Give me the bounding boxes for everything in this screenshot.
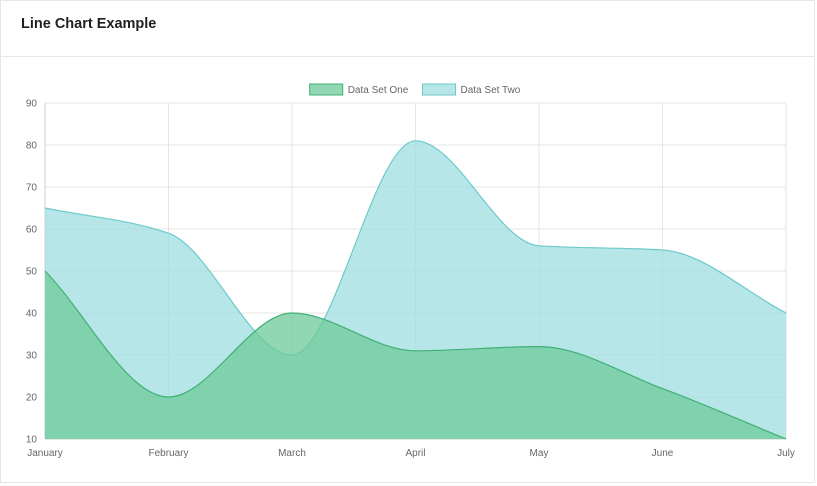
x-tick-label-2: March	[278, 448, 306, 459]
series-0-point-1[interactable]	[166, 395, 171, 400]
series-0-point-5[interactable]	[660, 386, 665, 391]
x-axis: January February March April May June July	[27, 448, 795, 459]
y-tick-label-3: 40	[26, 309, 38, 320]
y-tick-label-8: 90	[26, 99, 38, 110]
legend-swatch-0	[309, 83, 344, 96]
y-tick-label-6: 70	[26, 183, 38, 194]
x-tick-label-6: July	[777, 448, 795, 459]
legend-item-0[interactable]: Data Set One	[309, 83, 409, 96]
series-area-0	[45, 271, 786, 439]
y-tick-label-1: 20	[26, 393, 38, 404]
legend-item-1[interactable]: Data Set Two	[422, 83, 521, 96]
legend-label-0: Data Set One	[348, 85, 409, 96]
series-0-point-0[interactable]	[43, 269, 48, 274]
legend-label-1: Data Set Two	[461, 85, 521, 96]
series-1-point-6[interactable]	[784, 311, 789, 316]
series-1-point-3[interactable]	[413, 138, 418, 143]
series-line-1	[44, 140, 787, 356]
series-1-point-5[interactable]	[660, 248, 665, 253]
y-tick-label-2: 30	[26, 351, 38, 362]
chart-legend[interactable]: Data Set One Data Set Two	[309, 83, 521, 96]
series-0-point-2[interactable]	[290, 311, 295, 316]
series-line-0	[44, 270, 787, 440]
series-0-point-6[interactable]	[784, 437, 789, 442]
series-0-point-4[interactable]	[537, 344, 542, 349]
card-header: Line Chart Example	[1, 1, 814, 57]
y-axis: 10 20 30 40 50 60 70 80 90	[26, 99, 38, 446]
y-tick-label-4: 50	[26, 267, 38, 278]
chart-series	[43, 138, 789, 442]
legend-swatch-1	[422, 83, 456, 96]
y-tick-label-7: 80	[26, 141, 38, 152]
x-tick-label-1: February	[148, 448, 188, 459]
x-tick-label-3: April	[405, 448, 425, 459]
series-0-point-3[interactable]	[413, 348, 418, 353]
y-tick-label-5: 60	[26, 225, 38, 236]
x-tick-label-4: May	[530, 448, 549, 459]
x-tick-label-0: January	[27, 448, 63, 459]
series-1-point-1[interactable]	[166, 231, 171, 236]
y-tick-label-0: 10	[26, 435, 38, 446]
x-tick-label-5: June	[652, 448, 674, 459]
card-title: Line Chart Example	[21, 16, 157, 32]
series-1-point-4[interactable]	[537, 243, 542, 248]
series-1-point-0[interactable]	[43, 206, 48, 211]
